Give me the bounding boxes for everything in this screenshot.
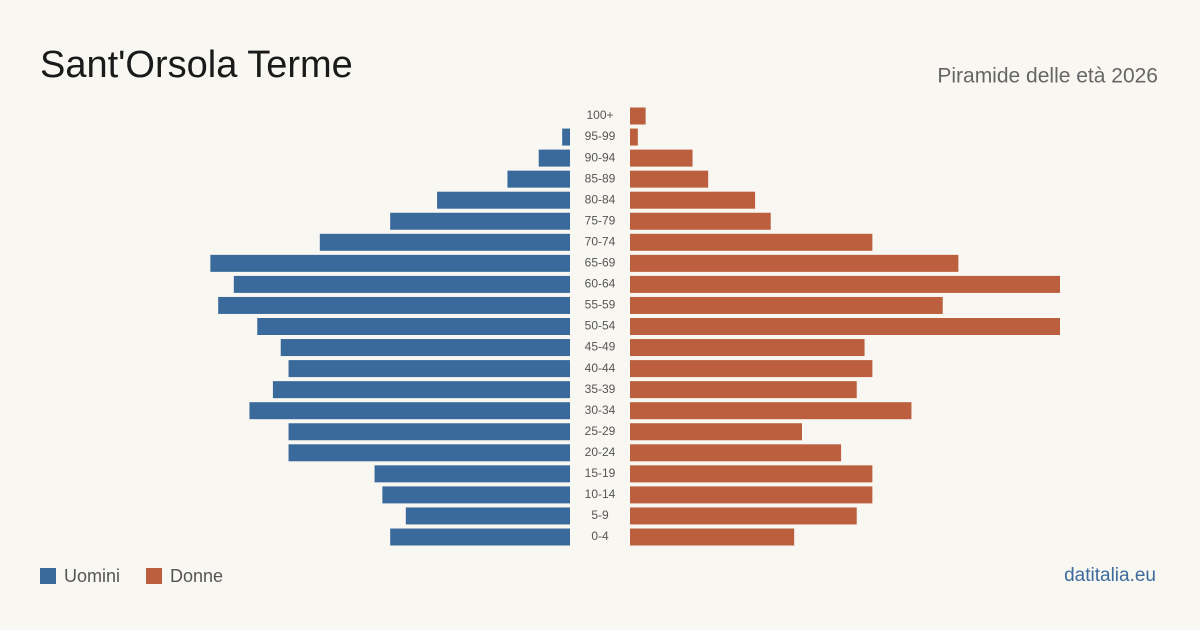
- bar: [630, 170, 709, 188]
- age-label: 80-84: [585, 192, 616, 206]
- bar: [538, 149, 570, 167]
- age-label: 5-9: [591, 508, 609, 522]
- chart-title: Sant'Orsola Terme: [40, 44, 353, 86]
- legend-label: Donne: [170, 566, 223, 586]
- age-label: 70-74: [585, 234, 616, 248]
- age-label: 100+: [586, 108, 613, 122]
- source: datitalia.eu: [1064, 565, 1156, 586]
- bar: [507, 170, 570, 188]
- bar: [562, 128, 570, 146]
- bar: [630, 402, 912, 420]
- age-label: 65-69: [585, 256, 616, 270]
- age-label: 90-94: [585, 150, 616, 164]
- bar: [630, 275, 1060, 293]
- bar: [437, 191, 570, 209]
- bar: [218, 296, 570, 314]
- bar: [319, 233, 570, 251]
- bar: [630, 318, 1060, 335]
- bar: [630, 212, 771, 230]
- bar: [233, 275, 570, 293]
- age-label: 10-14: [585, 487, 616, 501]
- age-label: 60-64: [585, 277, 616, 291]
- bar: [630, 191, 756, 209]
- bar: [630, 233, 873, 251]
- bar: [630, 465, 873, 483]
- age-label: 45-49: [585, 340, 616, 354]
- bar: [272, 381, 570, 399]
- age-label: 50-54: [585, 319, 616, 333]
- legend-label: Uomini: [64, 566, 120, 586]
- bar: [630, 507, 857, 525]
- age-label: 85-89: [585, 171, 616, 185]
- age-label: 40-44: [585, 361, 616, 375]
- legend-swatch: [40, 568, 56, 584]
- age-label: 95-99: [585, 129, 616, 143]
- bar: [288, 444, 570, 462]
- bar: [382, 486, 570, 504]
- bar: [288, 423, 570, 441]
- bar: [630, 423, 802, 441]
- bar: [630, 296, 943, 314]
- age-label: 20-24: [585, 445, 616, 459]
- bar: [257, 318, 570, 335]
- bar: [280, 339, 570, 357]
- age-label: 30-34: [585, 403, 616, 417]
- bar: [630, 486, 873, 504]
- bar: [630, 128, 638, 146]
- bar: [630, 149, 693, 167]
- bar: [249, 402, 571, 420]
- bar: [630, 254, 959, 272]
- bar: [405, 507, 570, 525]
- bar: [630, 381, 857, 399]
- bar: [374, 465, 570, 483]
- age-label: 55-59: [585, 298, 616, 312]
- age-label: 0-4: [591, 529, 609, 543]
- bar: [210, 254, 570, 272]
- age-label: 15-19: [585, 466, 616, 480]
- bar: [630, 339, 865, 357]
- bar: [630, 107, 646, 125]
- bar: [630, 528, 795, 546]
- age-label: 35-39: [585, 382, 616, 396]
- chart-subtitle: Piramide delle età 2026: [937, 65, 1158, 88]
- bar: [630, 444, 842, 462]
- bar: [288, 360, 570, 378]
- bar: [390, 212, 570, 230]
- age-label: 75-79: [585, 213, 616, 227]
- bar: [630, 360, 873, 378]
- bar: [390, 528, 570, 546]
- age-label: 25-29: [585, 424, 616, 438]
- legend-swatch: [146, 568, 163, 584]
